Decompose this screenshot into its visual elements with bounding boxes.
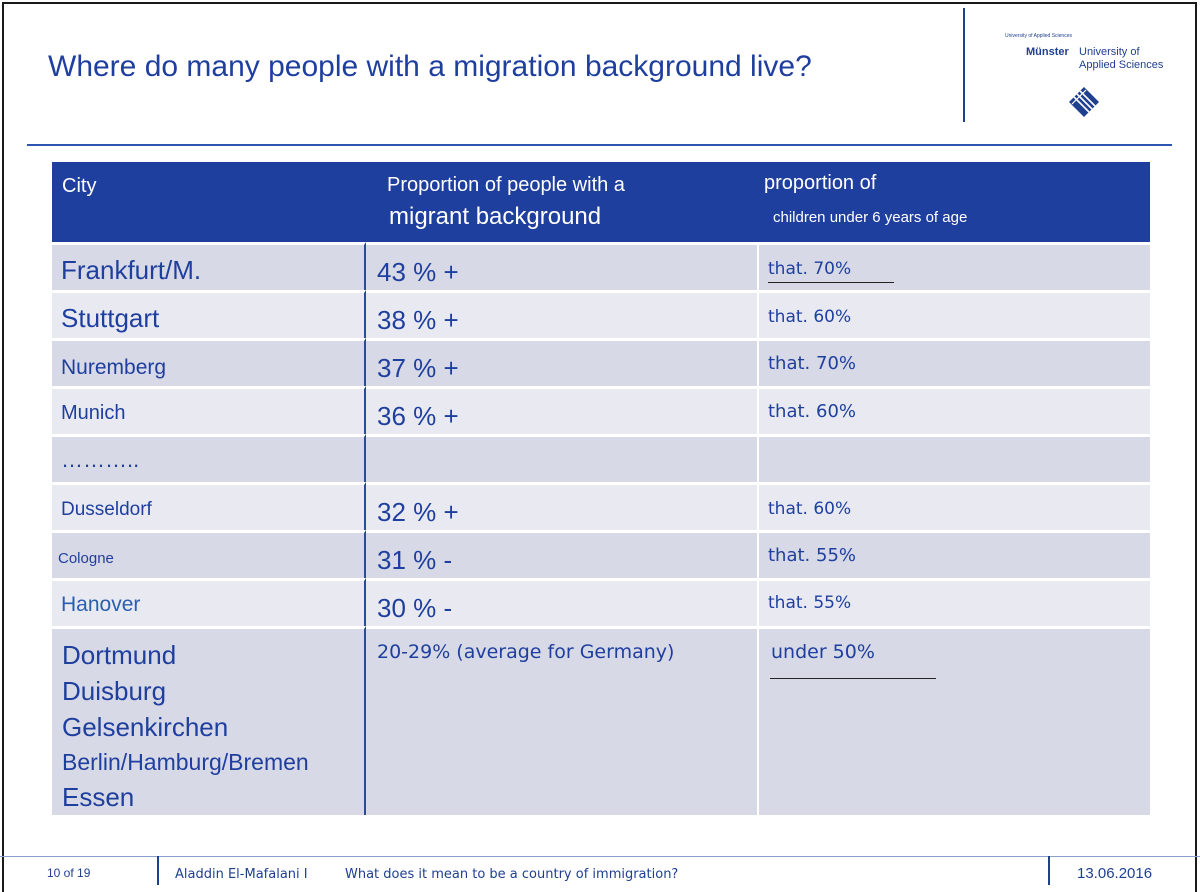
- city-name: Stuttgart: [61, 303, 160, 333]
- children-value: [759, 437, 1150, 451]
- table-row: Cologne 31 % - that. 55%: [52, 530, 1150, 578]
- cell-city: Frankfurt/M.: [52, 242, 366, 290]
- proportion-value: [366, 437, 757, 449]
- cell-children: that. 70%: [759, 338, 1150, 386]
- cell-children: that. 55%: [759, 578, 1150, 626]
- children-value: that. 60%: [768, 307, 852, 327]
- children-value: that. 55%: [768, 545, 857, 566]
- logo-name-line2: Applied Sciences: [1079, 59, 1164, 71]
- footer-date: 13.06.2016: [1077, 865, 1153, 882]
- logo-divider: [963, 8, 965, 122]
- cell-proportion: [366, 434, 759, 482]
- slide-title: Where do many people with a migration ba…: [48, 50, 812, 83]
- table-row: Dusseldorf 32 % + that. 60%: [52, 482, 1150, 530]
- cell-children: that. 70%: [759, 242, 1150, 290]
- handwritten-underline: [770, 678, 936, 679]
- table-row: Stuttgart 38 % + that. 60%: [52, 290, 1150, 338]
- logo-city: Münster: [1026, 46, 1069, 58]
- table-row: Frankfurt/M. 43 % + that. 70%: [52, 242, 1150, 290]
- cell-proportion: 38 % +: [366, 290, 759, 338]
- city-name: Essen: [62, 782, 135, 812]
- city-name: Berlin/Hamburg/Bremen: [62, 749, 309, 775]
- header-city: City: [52, 162, 366, 242]
- header-children-line2: children under 6 years of age: [773, 209, 968, 226]
- cell-children: that. 55%: [759, 530, 1150, 578]
- header-proportion-line2: migrant background: [389, 203, 602, 230]
- header-children-line1: proportion of: [764, 172, 877, 194]
- header-children: proportion of children under 6 years of …: [759, 162, 1150, 242]
- cell-proportion: 36 % +: [366, 386, 759, 434]
- children-value: that. 55%: [768, 593, 852, 613]
- city-name: Hanover: [61, 593, 141, 616]
- cell-city: Dusseldorf: [52, 482, 366, 530]
- footer-author: Aladdin El-Mafalani I: [175, 867, 308, 882]
- proportion-value: 43 % +: [377, 257, 459, 287]
- city-name: Dusseldorf: [61, 499, 152, 520]
- migration-table: City Proportion of people with a migrant…: [52, 162, 1150, 815]
- proportion-value: 20-29% (average for Germany): [377, 641, 675, 663]
- footer-divider: [1048, 856, 1050, 885]
- cell-proportion: 37 % +: [366, 338, 759, 386]
- city-name: Cologne: [58, 550, 114, 567]
- table-row: Hanover 30 % - that. 55%: [52, 578, 1150, 626]
- cell-children: under 50%: [759, 626, 1150, 815]
- table-row: Munich 36 % + that. 60%: [52, 386, 1150, 434]
- header-proportion: Proportion of people with a migrant back…: [366, 162, 759, 242]
- cell-city: Hanover: [52, 578, 366, 626]
- header-proportion-line1: Proportion of people with a: [387, 174, 625, 196]
- handwritten-underline: [768, 282, 894, 283]
- cell-city: Munich: [52, 386, 366, 434]
- proportion-value: 37 % +: [377, 353, 459, 383]
- cell-city: Stuttgart: [52, 290, 366, 338]
- children-value: that. 60%: [768, 401, 857, 422]
- title-rule: [27, 144, 1172, 146]
- footer-topic: What does it mean to be a country of imm…: [345, 867, 679, 882]
- slide-footer: 10 of 19 Aladdin El-Mafalani I What does…: [0, 856, 1200, 885]
- cell-proportion: 32 % +: [366, 482, 759, 530]
- cell-children: [759, 434, 1150, 482]
- table-header-row: City Proportion of people with a migrant…: [52, 162, 1150, 242]
- cell-city-group: Dortmund Duisburg Gelsenkirchen Berlin/H…: [52, 626, 366, 815]
- proportion-value: 32 % +: [377, 497, 459, 527]
- cell-children: that. 60%: [759, 386, 1150, 434]
- university-logo-icon: [1069, 87, 1099, 117]
- cell-city: Nuremberg: [52, 338, 366, 386]
- table-row: Nuremberg 37 % + that. 70%: [52, 338, 1150, 386]
- city-name: Duisburg: [62, 676, 167, 706]
- children-value: that. 60%: [768, 499, 852, 519]
- cell-city: ………..: [52, 434, 366, 482]
- city-name: Gelsenkirchen: [62, 712, 229, 742]
- children-value: that. 70%: [768, 353, 857, 374]
- city-name: Frankfurt/M.: [61, 255, 202, 285]
- proportion-value: 38 % +: [377, 305, 459, 335]
- cell-proportion: 43 % +: [366, 242, 759, 290]
- city-name: Nuremberg: [61, 356, 167, 379]
- city-name: ………..: [61, 447, 140, 472]
- cell-proportion: 31 % -: [366, 530, 759, 578]
- footer-rule: [0, 856, 1200, 857]
- cell-children: that. 60%: [759, 482, 1150, 530]
- page-number: 10 of 19: [47, 866, 91, 880]
- cell-children: that. 60%: [759, 290, 1150, 338]
- proportion-value: 30 % -: [377, 593, 453, 623]
- cell-proportion: 20-29% (average for Germany): [366, 626, 759, 815]
- logo-name: University of Applied Sciences: [1079, 46, 1163, 72]
- logo-small-text: University of Applied Sciences: [1005, 33, 1072, 39]
- proportion-value: 36 % +: [377, 401, 459, 431]
- city-name: Munich: [61, 402, 126, 424]
- cell-proportion: 30 % -: [366, 578, 759, 626]
- proportion-value: 31 % -: [377, 545, 453, 575]
- children-value: that. 70%: [768, 259, 852, 279]
- table-row: ………..: [52, 434, 1150, 482]
- city-name: Dortmund: [62, 640, 177, 670]
- footer-divider: [157, 856, 159, 885]
- children-value: under 50%: [771, 641, 875, 663]
- cell-city: Cologne: [52, 530, 366, 578]
- table-row: Dortmund Duisburg Gelsenkirchen Berlin/H…: [52, 626, 1150, 815]
- logo-name-line1: University of: [1079, 46, 1140, 58]
- header-city-label: City: [62, 175, 97, 197]
